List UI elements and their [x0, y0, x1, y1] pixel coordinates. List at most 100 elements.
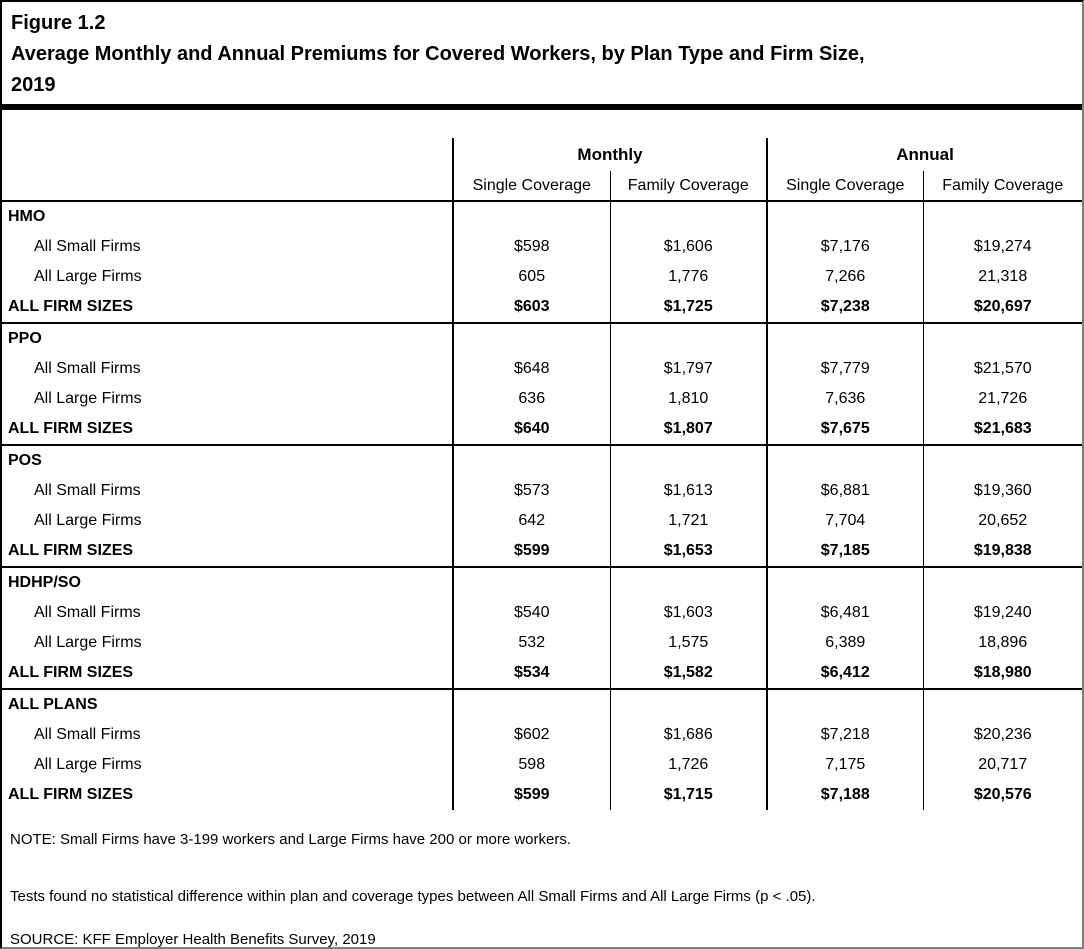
table-row: All Small Firms $648 $1,797 $7,779 $21,570: [2, 354, 1083, 384]
empty-cell: [922, 566, 1083, 598]
value-cell: $6,481: [766, 598, 923, 628]
value-cell: $602: [452, 720, 610, 750]
empty-cell: [609, 566, 767, 598]
value-cell: $20,236: [922, 720, 1083, 750]
value-cell: $1,715: [609, 780, 767, 810]
plan-label: HMO: [2, 200, 453, 232]
table-row: All Small Firms $540 $1,603 $6,481 $19,240: [2, 598, 1083, 628]
plan-row: POS: [2, 444, 1083, 476]
value-cell: $640: [452, 414, 610, 445]
value-cell: $1,807: [609, 414, 767, 445]
row-label: ALL FIRM SIZES: [8, 298, 134, 315]
table-row: ALL FIRM SIZES $534 $1,582 $6,412 $18,980: [2, 658, 1083, 689]
value-cell: $19,274: [922, 232, 1083, 262]
value-cell: $7,675: [766, 414, 923, 445]
row-label: ALL FIRM SIZES: [8, 786, 134, 803]
value-cell: $1,686: [609, 720, 767, 750]
empty-cell: [766, 444, 923, 476]
figure-title-line-1: Average Monthly and Annual Premiums for …: [11, 43, 865, 65]
table-header: Monthly Annual Single Coverage Family Co…: [2, 138, 1083, 202]
value-cell: 20,652: [922, 506, 1083, 536]
value-cell: $599: [452, 536, 610, 567]
value-cell: $7,185: [766, 536, 923, 567]
plan-label: ALL PLANS: [2, 688, 453, 720]
empty-cell: [922, 444, 1083, 476]
table-row: ALL FIRM SIZES $640 $1,807 $7,675 $21,683: [2, 414, 1083, 445]
table-row: All Large Firms 605 1,776 7,266 21,318: [2, 262, 1083, 292]
row-label: All Large Firms: [34, 390, 142, 407]
plan-row: ALL PLANS: [2, 688, 1083, 720]
value-cell: 1,726: [609, 750, 767, 780]
value-cell: 21,318: [922, 262, 1083, 292]
value-cell: $19,240: [922, 598, 1083, 628]
value-cell: $598: [452, 232, 610, 262]
value-cell: $534: [452, 658, 610, 689]
table-row: All Large Firms 532 1,575 6,389 18,896: [2, 628, 1083, 658]
col-group-monthly: Monthly: [452, 138, 767, 171]
value-cell: $1,653: [609, 536, 767, 567]
value-cell: $1,603: [609, 598, 767, 628]
value-cell: $1,606: [609, 232, 767, 262]
value-cell: $7,188: [766, 780, 923, 810]
empty-cell: [452, 322, 610, 354]
plan-row: PPO: [2, 322, 1083, 354]
value-cell: $7,218: [766, 720, 923, 750]
value-cell: $599: [452, 780, 610, 810]
plan-row: HMO: [2, 200, 1083, 232]
row-label: ALL FIRM SIZES: [8, 542, 134, 559]
value-cell: 598: [452, 750, 610, 780]
empty-cell: [922, 688, 1083, 720]
corner-cell: [2, 171, 453, 202]
value-cell: $20,576: [922, 780, 1083, 810]
value-cell: $21,570: [922, 354, 1083, 384]
value-cell: $7,176: [766, 232, 923, 262]
col-group-annual: Annual: [765, 138, 1083, 171]
value-cell: $7,779: [766, 354, 923, 384]
plan-label: PPO: [2, 322, 453, 354]
sub-header-annual-single: Single Coverage: [766, 171, 923, 202]
row-label: All Large Firms: [34, 512, 142, 529]
value-cell: $540: [452, 598, 610, 628]
row-label: All Small Firms: [34, 482, 141, 499]
value-cell: 20,717: [922, 750, 1083, 780]
value-cell: $20,697: [922, 292, 1083, 323]
empty-cell: [609, 322, 767, 354]
value-cell: 21,726: [922, 384, 1083, 414]
row-label: All Large Firms: [34, 268, 142, 285]
value-cell: 636: [452, 384, 610, 414]
value-cell: $1,725: [609, 292, 767, 323]
title-block: Figure 1.2 Average Monthly and Annual Pr…: [2, 2, 1082, 104]
sub-header-monthly-family: Family Coverage: [609, 171, 767, 202]
value-cell: 605: [452, 262, 610, 292]
table-row: ALL FIRM SIZES $599 $1,715 $7,188 $20,576: [2, 780, 1083, 810]
empty-cell: [766, 688, 923, 720]
value-cell: 1,776: [609, 262, 767, 292]
figure-title-line-2: 2019: [11, 74, 56, 96]
empty-cell: [766, 200, 923, 232]
row-label: All Small Firms: [34, 604, 141, 621]
empty-cell: [609, 200, 767, 232]
empty-cell: [922, 322, 1083, 354]
corner-cell: [2, 138, 453, 171]
row-label: ALL FIRM SIZES: [8, 664, 134, 681]
table-row: ALL FIRM SIZES $603 $1,725 $7,238 $20,697: [2, 292, 1083, 323]
value-cell: 1,810: [609, 384, 767, 414]
empty-cell: [922, 200, 1083, 232]
value-cell: 642: [452, 506, 610, 536]
empty-cell: [452, 566, 610, 598]
value-cell: 7,175: [766, 750, 923, 780]
value-cell: 1,721: [609, 506, 767, 536]
plan-row: HDHP/SO: [2, 566, 1083, 598]
title-divider: [2, 104, 1082, 110]
value-cell: $19,838: [922, 536, 1083, 567]
table-row: All Small Firms $598 $1,606 $7,176 $19,274: [2, 232, 1083, 262]
value-cell: $1,582: [609, 658, 767, 689]
value-cell: $7,238: [766, 292, 923, 323]
value-cell: $1,797: [609, 354, 767, 384]
value-cell: 7,636: [766, 384, 923, 414]
table-row: All Small Firms $602 $1,686 $7,218 $20,236: [2, 720, 1083, 750]
row-label: All Small Firms: [34, 360, 141, 377]
value-cell: 6,389: [766, 628, 923, 658]
figure-label: Figure 1.2: [11, 12, 106, 34]
